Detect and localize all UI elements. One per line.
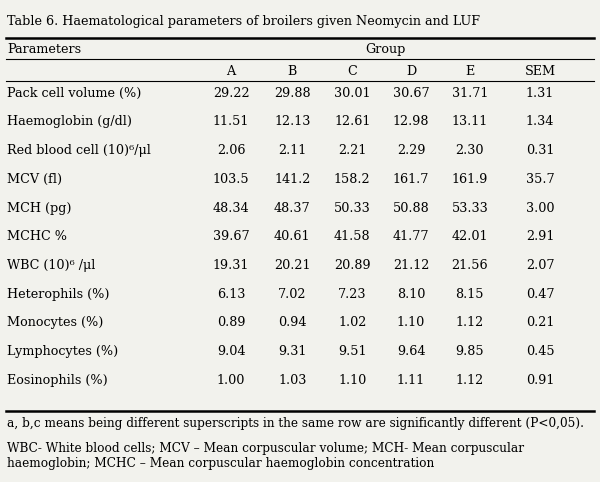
Text: 1.12: 1.12	[455, 316, 484, 329]
Text: 1.11: 1.11	[397, 374, 425, 387]
Text: 40.61: 40.61	[274, 230, 310, 243]
Text: 21.56: 21.56	[451, 259, 488, 272]
Text: MCV (fl): MCV (fl)	[7, 173, 62, 186]
Text: 3.00: 3.00	[526, 201, 554, 214]
Text: 9.85: 9.85	[455, 345, 484, 358]
Text: 161.9: 161.9	[452, 173, 488, 186]
Text: Parameters: Parameters	[7, 43, 82, 56]
Text: 2.30: 2.30	[455, 144, 484, 157]
Text: 0.21: 0.21	[526, 316, 554, 329]
Text: 1.02: 1.02	[338, 316, 367, 329]
Text: 2.07: 2.07	[526, 259, 554, 272]
Text: 1.31: 1.31	[526, 87, 554, 100]
Text: 29.88: 29.88	[274, 87, 311, 100]
Text: 31.71: 31.71	[452, 87, 488, 100]
Text: MCH (pg): MCH (pg)	[7, 201, 72, 214]
Text: C: C	[347, 65, 357, 78]
Text: 8.10: 8.10	[397, 288, 425, 301]
Text: Lymphocytes (%): Lymphocytes (%)	[7, 345, 118, 358]
Text: a, b,c means being different superscripts in the same row are significantly diff: a, b,c means being different superscript…	[7, 417, 584, 430]
Text: 1.00: 1.00	[217, 374, 245, 387]
Text: 141.2: 141.2	[274, 173, 310, 186]
Text: 8.15: 8.15	[455, 288, 484, 301]
Text: 41.77: 41.77	[393, 230, 429, 243]
Text: 1.03: 1.03	[278, 374, 307, 387]
Text: 2.29: 2.29	[397, 144, 425, 157]
Text: 1.10: 1.10	[397, 316, 425, 329]
Text: 39.67: 39.67	[212, 230, 250, 243]
Text: 19.31: 19.31	[213, 259, 249, 272]
Text: 0.47: 0.47	[526, 288, 554, 301]
Text: SEM: SEM	[524, 65, 556, 78]
Text: 2.06: 2.06	[217, 144, 245, 157]
Text: 30.01: 30.01	[334, 87, 370, 100]
Text: 11.51: 11.51	[213, 116, 249, 129]
Text: 2.11: 2.11	[278, 144, 307, 157]
Text: Heterophils (%): Heterophils (%)	[7, 288, 110, 301]
Text: D: D	[406, 65, 416, 78]
Text: 13.11: 13.11	[452, 116, 488, 129]
Text: 6.13: 6.13	[217, 288, 245, 301]
Text: 0.31: 0.31	[526, 144, 554, 157]
Text: Pack cell volume (%): Pack cell volume (%)	[7, 87, 142, 100]
Text: 48.37: 48.37	[274, 201, 311, 214]
Text: 0.94: 0.94	[278, 316, 307, 329]
Text: Red blood cell (10)⁶/μl: Red blood cell (10)⁶/μl	[7, 144, 151, 157]
Text: 12.98: 12.98	[393, 116, 429, 129]
Text: WBC- White blood cells; MCV – Mean corpuscular volume; MCH- Mean corpuscular
hae: WBC- White blood cells; MCV – Mean corpu…	[7, 442, 524, 470]
Text: 30.67: 30.67	[392, 87, 430, 100]
Text: 41.58: 41.58	[334, 230, 371, 243]
Text: 9.31: 9.31	[278, 345, 307, 358]
Text: Group: Group	[365, 43, 406, 56]
Text: 48.34: 48.34	[212, 201, 250, 214]
Text: 1.34: 1.34	[526, 116, 554, 129]
Text: 53.33: 53.33	[451, 201, 488, 214]
Text: 35.7: 35.7	[526, 173, 554, 186]
Text: 7.02: 7.02	[278, 288, 307, 301]
Text: 2.21: 2.21	[338, 144, 367, 157]
Text: WBC (10)⁶ /μl: WBC (10)⁶ /μl	[7, 259, 95, 272]
Text: 29.22: 29.22	[212, 87, 250, 100]
Text: 9.51: 9.51	[338, 345, 367, 358]
Text: 0.89: 0.89	[217, 316, 245, 329]
Text: 50.88: 50.88	[392, 201, 430, 214]
Text: B: B	[287, 65, 297, 78]
Text: 1.10: 1.10	[338, 374, 367, 387]
Text: 0.91: 0.91	[526, 374, 554, 387]
Text: 12.61: 12.61	[334, 116, 370, 129]
Text: 21.12: 21.12	[393, 259, 429, 272]
Text: 103.5: 103.5	[212, 173, 250, 186]
Text: 158.2: 158.2	[334, 173, 371, 186]
Text: 9.04: 9.04	[217, 345, 245, 358]
Text: E: E	[465, 65, 475, 78]
Text: 161.7: 161.7	[393, 173, 429, 186]
Text: 7.23: 7.23	[338, 288, 367, 301]
Text: 1.12: 1.12	[455, 374, 484, 387]
Text: 20.21: 20.21	[274, 259, 310, 272]
Text: 20.89: 20.89	[334, 259, 371, 272]
Text: MCHC %: MCHC %	[7, 230, 67, 243]
Text: 9.64: 9.64	[397, 345, 425, 358]
Text: A: A	[226, 65, 236, 78]
Text: 42.01: 42.01	[452, 230, 488, 243]
Text: Table 6. Haematological parameters of broilers given Neomycin and LUF: Table 6. Haematological parameters of br…	[7, 15, 480, 28]
Text: Monocytes (%): Monocytes (%)	[7, 316, 104, 329]
Text: 50.33: 50.33	[334, 201, 371, 214]
Text: 2.91: 2.91	[526, 230, 554, 243]
Text: 12.13: 12.13	[274, 116, 310, 129]
Text: 0.45: 0.45	[526, 345, 554, 358]
Text: Eosinophils (%): Eosinophils (%)	[7, 374, 108, 387]
Text: Haemoglobin (g/dl): Haemoglobin (g/dl)	[7, 116, 132, 129]
